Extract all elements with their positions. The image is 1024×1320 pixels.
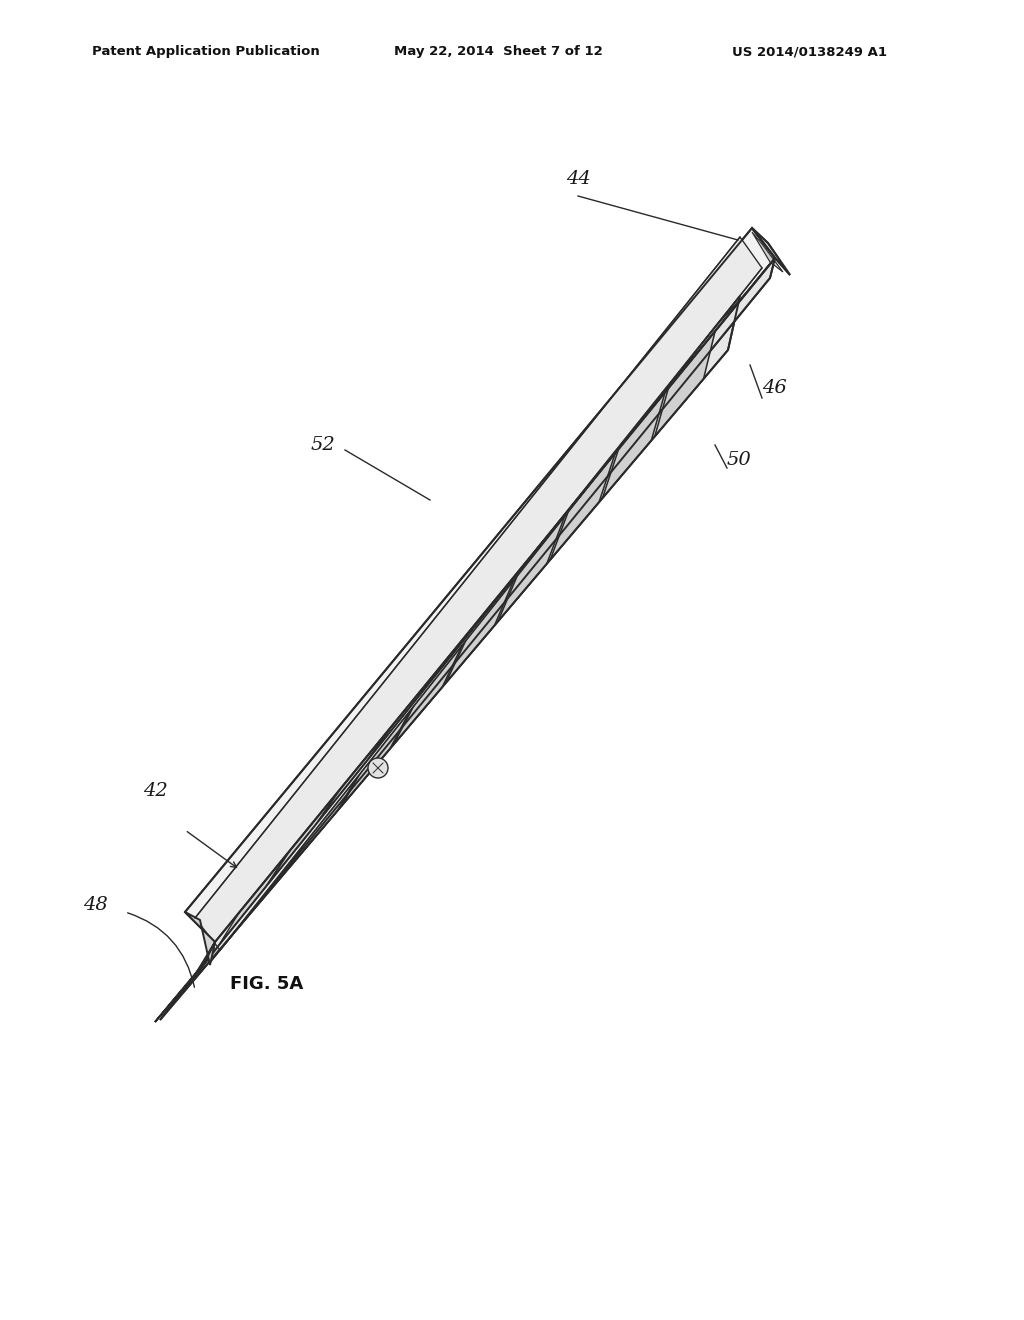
Polygon shape	[155, 942, 215, 1022]
Text: FIG. 5A: FIG. 5A	[230, 975, 303, 993]
Polygon shape	[160, 296, 740, 1020]
Polygon shape	[519, 477, 596, 572]
Polygon shape	[369, 665, 441, 759]
Polygon shape	[569, 413, 648, 508]
Polygon shape	[341, 700, 416, 807]
Text: 52: 52	[310, 436, 335, 454]
Polygon shape	[393, 638, 466, 744]
Text: 42: 42	[142, 781, 167, 800]
Polygon shape	[602, 388, 667, 498]
Polygon shape	[289, 763, 366, 869]
Polygon shape	[498, 512, 566, 622]
Polygon shape	[670, 288, 751, 384]
Text: May 22, 2014  Sheet 7 of 12: May 22, 2014 Sheet 7 of 12	[394, 45, 603, 58]
Circle shape	[368, 758, 388, 777]
Text: 46: 46	[762, 379, 786, 397]
Polygon shape	[184, 887, 265, 991]
Polygon shape	[268, 791, 339, 883]
Text: 50: 50	[727, 451, 752, 469]
Polygon shape	[419, 602, 494, 696]
Polygon shape	[318, 727, 390, 821]
Polygon shape	[550, 450, 616, 560]
Polygon shape	[752, 232, 783, 272]
Polygon shape	[620, 350, 699, 446]
Text: Patent Application Publication: Patent Application Publication	[92, 45, 319, 58]
Polygon shape	[210, 257, 775, 962]
Text: US 2014/0138249 A1: US 2014/0138249 A1	[732, 45, 887, 58]
Polygon shape	[185, 912, 215, 965]
Text: 44: 44	[565, 170, 591, 187]
Text: 48: 48	[83, 896, 108, 913]
Polygon shape	[185, 228, 775, 942]
Polygon shape	[218, 854, 288, 946]
Polygon shape	[195, 238, 762, 950]
Polygon shape	[445, 576, 516, 682]
Polygon shape	[237, 825, 315, 929]
Polygon shape	[469, 539, 545, 634]
Polygon shape	[752, 228, 790, 275]
Polygon shape	[654, 325, 717, 437]
